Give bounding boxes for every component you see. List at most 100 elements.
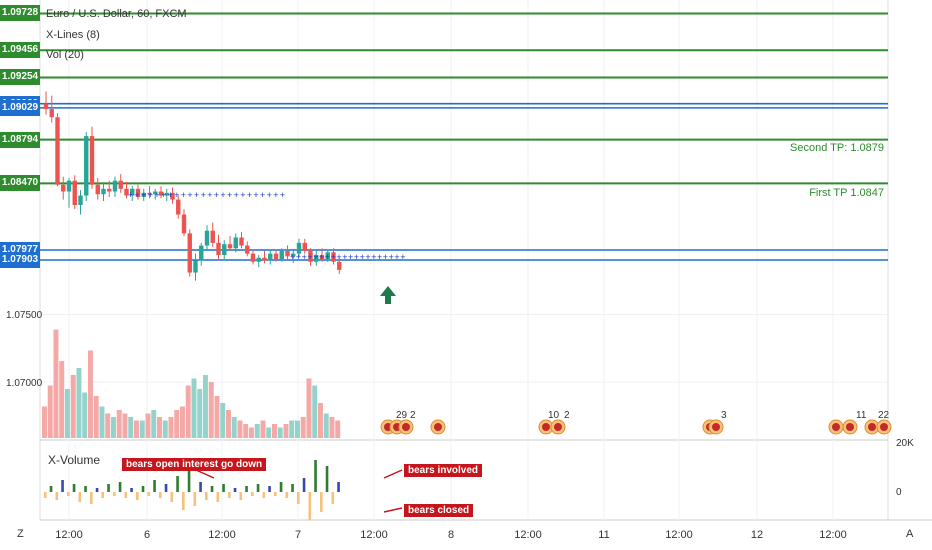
plus-marker-12: + (207, 190, 212, 200)
x-tick-2: 12:00 (208, 529, 236, 541)
x-volume-bar-11 (107, 484, 110, 492)
symbol-title: Euro / U.S. Dollar, 60, FXCM (46, 8, 187, 20)
price-tag-1: 1.09456 (0, 42, 40, 59)
x-volume-bar-41 (279, 482, 283, 492)
flag-icon-8 (832, 423, 840, 431)
volume-bar-48 (318, 403, 323, 438)
volume-bar-38 (260, 420, 266, 438)
volume-bar-17 (139, 420, 145, 438)
plus-marker-19: + (253, 190, 258, 200)
volume-bar-22 (168, 417, 174, 438)
plus-marker-b-1: + (296, 252, 301, 262)
volume-bar-44 (295, 420, 300, 438)
volume-bar-23 (174, 410, 180, 438)
x-volume-bar-25 (187, 468, 191, 492)
volume-bar-32 (226, 410, 231, 438)
leader-oi (195, 469, 215, 479)
x-volume-bar-22 (170, 492, 174, 502)
a-button[interactable]: A (906, 528, 914, 540)
x-volume-bar-8 (90, 492, 93, 504)
candle-body-15 (130, 188, 135, 196)
plus-marker-b-3: + (307, 252, 312, 262)
x-tick-1: 6 (143, 529, 151, 541)
volume-bar-1 (47, 385, 53, 438)
volume-bar-31 (220, 403, 226, 438)
price-tag-6: 1.08470 (0, 175, 40, 192)
plus-marker-3: + (148, 190, 153, 200)
x-tick-4: 12:00 (360, 529, 388, 541)
candle-body-34 (239, 237, 244, 246)
indicator-vol: Vol (20) (46, 49, 84, 61)
plus-marker-b-6: + (325, 252, 330, 262)
candle-body-49 (325, 252, 330, 260)
volume-bar-35 (243, 424, 249, 438)
x-volume-bar-30 (216, 492, 220, 502)
volume-bar-42 (283, 424, 289, 438)
volume-bar-41 (277, 427, 283, 438)
candle-body-42 (285, 250, 290, 257)
x-volume-bar-10 (101, 492, 105, 498)
plus-marker-20: + (260, 190, 265, 200)
volume-bar-9 (93, 396, 99, 438)
x-volume-0: 0 (896, 487, 902, 498)
x-tick-5: 8 (447, 529, 455, 541)
leader-closed (383, 507, 403, 513)
x-volume-20k: 20K (896, 438, 914, 449)
event-label-0: 29 (396, 410, 408, 421)
event-label-6: 22 (878, 410, 890, 421)
arrow-up-icon (380, 286, 396, 304)
candle-body-12 (112, 180, 118, 192)
plus-marker-b-16: + (383, 252, 388, 262)
price-tag-0: 1.09728 (0, 5, 40, 22)
volume-bar-37 (254, 424, 260, 438)
x-volume-bar-21 (164, 484, 168, 492)
candle-body-32 (227, 244, 233, 249)
x-volume-bar-26 (193, 492, 197, 506)
plus-marker-16: + (234, 190, 239, 200)
plus-marker-b-7: + (331, 252, 336, 262)
price-tag-4: 1.09029 (0, 99, 40, 116)
plus-marker-11: + (201, 190, 206, 200)
candle-body-27 (199, 245, 204, 261)
x-tick-10: 12:00 (819, 529, 847, 541)
x-volume-bar-9 (95, 488, 99, 492)
volume-bar-50 (329, 417, 335, 438)
candle-body-10 (101, 188, 106, 195)
candle-body-11 (107, 188, 112, 192)
candle-body-38 (262, 257, 267, 261)
volume-bar-10 (99, 406, 105, 438)
leader-involved (383, 469, 403, 479)
volume-bar-3 (59, 361, 65, 438)
candle-body-30 (216, 242, 221, 256)
candle-body-31 (222, 244, 227, 256)
candle-body-18 (147, 192, 152, 195)
plus-marker-b-12: + (360, 252, 365, 262)
volume-bar-12 (111, 417, 116, 438)
plus-marker-b-2: + (302, 252, 307, 262)
candle-body-7 (84, 136, 89, 196)
price-levels (40, 12, 888, 261)
candle-body-51 (337, 261, 342, 270)
volume-bar-2 (53, 329, 59, 438)
x-volume-bar-48 (320, 492, 323, 512)
plus-marker-b-11: + (354, 252, 359, 262)
candle-body-39 (268, 253, 273, 261)
volume-bar-5 (70, 375, 76, 438)
volume-bar-8 (88, 350, 93, 438)
volume-bar-25 (185, 385, 191, 438)
plus-marker-22: + (273, 190, 278, 200)
x-volume-bar-39 (268, 486, 271, 492)
plus-marker-b-8: + (336, 252, 341, 262)
candle-body-28 (204, 230, 210, 246)
candle-body-24 (181, 214, 187, 234)
volume-bar-29 (208, 382, 214, 438)
volume-bar-36 (249, 427, 254, 438)
x-volume-bar-31 (222, 484, 225, 492)
z-button[interactable]: Z (17, 528, 24, 540)
volume-bar-6 (76, 368, 82, 438)
plus-marker-6: + (168, 190, 173, 200)
price-tag-8: 1.07903 (0, 252, 40, 268)
x-volume-bar-1 (49, 486, 53, 492)
event-label-3: 2 (564, 410, 570, 421)
